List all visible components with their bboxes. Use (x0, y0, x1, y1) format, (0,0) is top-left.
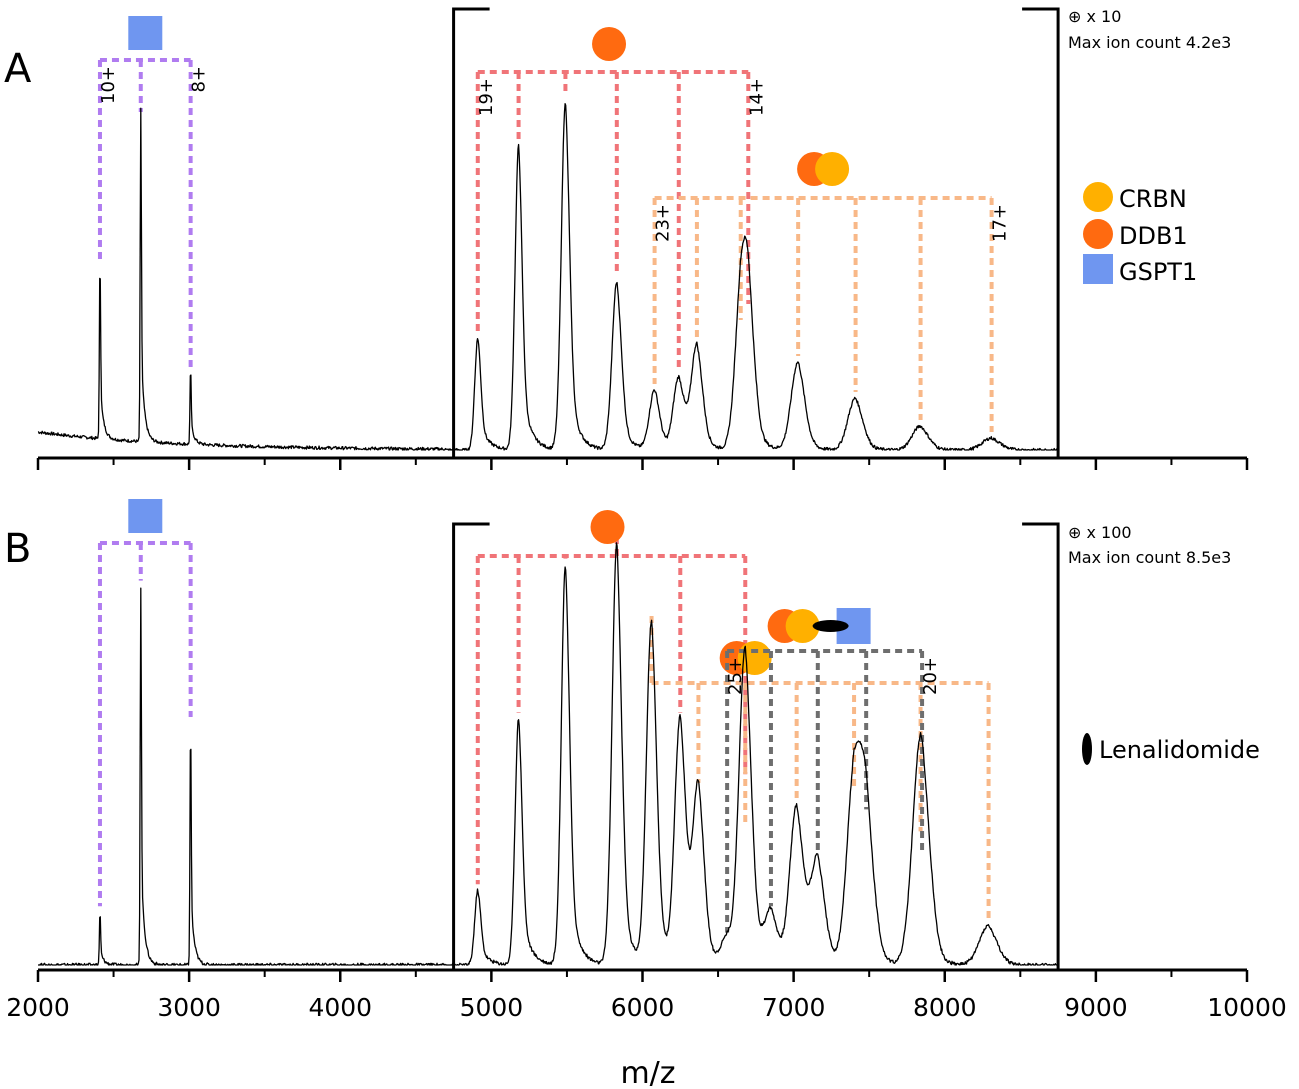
x-tick-label: 6000 (611, 993, 675, 1022)
max-ion-count-b: Max ion count 8.5e3 (1068, 548, 1231, 567)
annotations-a: 10+ 8+ 19+ 14+ 23+ 17+ (97, 7, 1060, 458)
legend: CRBN DDB1 GSPT1 Lenalidomide (1082, 182, 1260, 765)
x-axis-b: 2000 3000 4000 5000 6000 7000 8000 9000 10000 (6, 968, 1287, 1022)
panel-b: B ⊕ x 100 Max ion count 8.5e3 25+ 20+ 200… (4, 499, 1287, 1022)
legend-item-gspt1: GSPT1 (1083, 254, 1197, 286)
gspt1-icon (128, 499, 163, 533)
complex-icon-ddb1 (590, 510, 625, 544)
x-tick-label: 5000 (460, 993, 524, 1022)
panel-label-a: A (4, 46, 32, 92)
legend-label-gspt1: GSPT1 (1119, 258, 1197, 286)
lenalidomide-icon (1082, 733, 1092, 765)
legend-label-crbn: CRBN (1119, 185, 1187, 213)
ladder-crbn_ddb1 (649, 615, 991, 920)
complex-icon-ddb1 (592, 27, 627, 61)
charge-label: 8+ (189, 66, 210, 93)
zoom-bracket-left (452, 7, 490, 458)
x-tick-label: 7000 (762, 993, 826, 1022)
x-tick-label: 8000 (913, 993, 977, 1022)
x-axis-a (36, 456, 1249, 470)
legend-label-lenalidomide: Lenalidomide (1099, 736, 1260, 764)
zoom-bracket-right (1022, 7, 1060, 458)
ddb1-icon (590, 510, 625, 544)
complex-icon-gspt1 (128, 499, 163, 533)
charge-label: 19+ (476, 78, 497, 116)
charge-label: 23+ (653, 204, 674, 242)
x-tick-label: 10000 (1207, 993, 1287, 1022)
x-tick-label: 4000 (308, 993, 372, 1022)
ladder-gspt1 (97, 541, 193, 907)
complex-icon-gspt1 (128, 16, 163, 50)
ddb1-icon (1083, 219, 1113, 249)
zoom-bracket-right (1022, 522, 1060, 970)
spectrum-trace-a (37, 103, 1059, 451)
charge-label: 17+ (990, 204, 1011, 242)
lenalidomide-icon (812, 620, 849, 632)
spectrum-trace-b (37, 542, 1058, 966)
crbn-icon (815, 152, 850, 186)
charge-label: 25+ (725, 657, 746, 695)
max-ion-count-a: Max ion count 4.2e3 (1068, 33, 1231, 52)
x-tick-label: 2000 (6, 993, 70, 1022)
x-tick-label: 3000 (157, 993, 221, 1022)
annotations-b: 25+ 20+ (97, 499, 1060, 970)
charge-label: 14+ (746, 78, 767, 116)
ddb1-icon (592, 27, 627, 61)
gspt1-icon (128, 16, 163, 50)
gspt1-icon (1083, 254, 1113, 284)
complex-icon-crbn_ddb1 (797, 152, 850, 186)
charge-label: 20+ (920, 657, 941, 695)
crbn-icon (785, 609, 820, 643)
x-tick-label: 9000 (1064, 993, 1128, 1022)
legend-item-ddb1: DDB1 (1083, 219, 1188, 250)
crbn-icon (1083, 182, 1113, 212)
complex-icon-ternary (767, 608, 871, 644)
charge-label: 10+ (98, 66, 119, 104)
zoom-bracket-left (452, 522, 490, 970)
panel-a: A ⊕ x 10 Max ion count 4.2e3 10+ 8+ 19+ 14+… (4, 7, 1249, 470)
zoom-note-a: ⊕ x 10 (1068, 7, 1121, 26)
legend-label-ddb1: DDB1 (1119, 222, 1188, 250)
ladder-gspt1: 10+ 8+ (97, 58, 210, 368)
panel-label-b: B (4, 526, 31, 572)
x-axis-label: m/z (620, 1056, 675, 1089)
ladder-crbn_ddb1: 23+ 17+ (652, 196, 1011, 432)
legend-item-lenalidomide: Lenalidomide (1082, 733, 1260, 765)
ladder-ternary: 25+ 20+ (725, 649, 941, 933)
ladder-ddb1: 19+ 14+ (475, 70, 767, 372)
legend-item-crbn: CRBN (1083, 182, 1187, 213)
zoom-note-b: ⊕ x 100 (1068, 523, 1132, 542)
